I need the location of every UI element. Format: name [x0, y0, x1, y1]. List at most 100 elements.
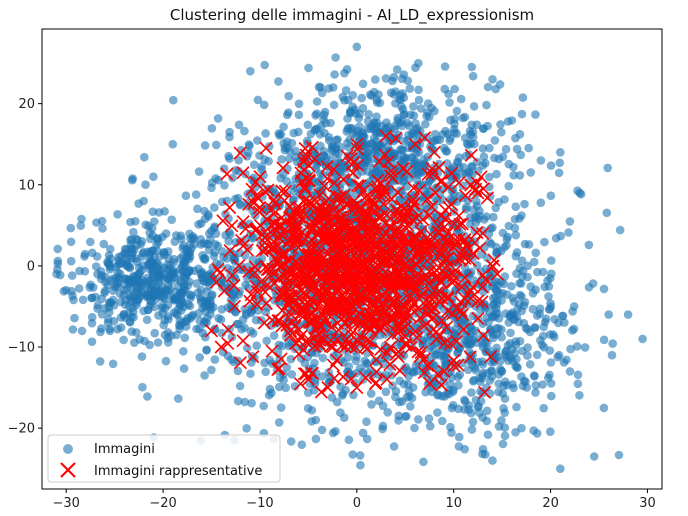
point-image	[526, 168, 536, 177]
point-image	[448, 401, 458, 410]
point-representative	[422, 208, 436, 223]
point-image	[327, 393, 337, 402]
point-image	[206, 310, 215, 319]
point-image	[517, 423, 526, 433]
point-image	[285, 339, 294, 348]
point-representative	[223, 200, 237, 215]
point-image	[176, 295, 186, 305]
point-representative	[204, 324, 219, 338]
point-image	[553, 352, 562, 362]
point-image	[68, 325, 78, 334]
point-image	[240, 323, 249, 333]
y-tick-label: −20	[8, 422, 35, 437]
point-image	[317, 372, 327, 381]
point-representative	[303, 271, 317, 285]
point-image	[359, 152, 369, 161]
point-image	[284, 108, 293, 117]
point-image	[485, 143, 494, 153]
point-representative	[351, 178, 365, 192]
point-image	[499, 381, 509, 391]
point-representative	[243, 294, 257, 308]
point-image	[200, 214, 210, 224]
point-image	[86, 237, 95, 247]
point-representative	[353, 179, 367, 193]
point-image	[433, 408, 442, 417]
point-image	[242, 343, 252, 353]
point-representative	[400, 164, 414, 178]
point-image	[497, 416, 506, 425]
point-representative	[451, 301, 465, 315]
point-representative	[425, 166, 439, 180]
point-image	[407, 153, 416, 162]
point-image	[128, 174, 137, 183]
point-image	[106, 244, 115, 254]
point-image	[305, 379, 315, 389]
point-image	[599, 403, 609, 413]
point-image	[179, 241, 188, 250]
point-image	[404, 121, 414, 131]
point-image	[169, 308, 179, 317]
point-image	[503, 117, 513, 126]
point-representative	[480, 191, 494, 205]
point-image	[411, 361, 421, 371]
point-representative	[292, 206, 306, 220]
point-representative	[223, 244, 237, 258]
point-representative	[383, 220, 397, 234]
point-image	[262, 336, 272, 346]
point-representative	[471, 294, 485, 308]
point-image	[454, 432, 464, 442]
point-representative	[479, 273, 493, 287]
point-image	[146, 257, 156, 266]
point-representative	[420, 248, 434, 262]
point-image	[524, 240, 534, 249]
point-image	[378, 401, 388, 411]
point-image	[528, 304, 538, 314]
point-image	[312, 109, 322, 118]
point-image	[167, 215, 176, 224]
point-representative	[418, 131, 432, 145]
point-image	[139, 196, 148, 206]
point-representative	[490, 267, 504, 281]
point-image	[432, 183, 442, 193]
point-image	[127, 235, 137, 244]
point-representative	[276, 161, 290, 175]
point-image	[240, 126, 249, 136]
point-image	[473, 357, 483, 367]
point-image	[345, 188, 354, 197]
point-representative	[374, 276, 388, 290]
point-image	[316, 141, 325, 151]
point-image	[252, 341, 261, 351]
point-image	[615, 225, 625, 235]
point-image	[66, 237, 76, 247]
point-image	[154, 208, 164, 217]
point-image	[467, 388, 476, 397]
point-image	[108, 359, 118, 369]
point-image	[453, 372, 463, 382]
point-image	[556, 464, 565, 474]
point-image	[177, 288, 186, 298]
point-image	[446, 115, 455, 125]
point-image	[401, 362, 411, 372]
point-image	[608, 339, 617, 348]
point-image	[80, 267, 90, 276]
point-representative	[425, 200, 439, 214]
point-image	[316, 83, 325, 92]
point-representative	[311, 286, 325, 300]
point-representative	[457, 234, 471, 248]
point-representative	[302, 241, 316, 255]
point-image	[531, 388, 540, 397]
point-image	[539, 403, 548, 413]
point-representative	[474, 170, 488, 184]
point-image	[200, 302, 209, 311]
point-image	[364, 109, 373, 119]
point-representative	[214, 340, 228, 354]
point-image	[264, 156, 273, 166]
point-image	[276, 403, 286, 412]
point-representative	[390, 237, 404, 251]
point-representative	[275, 211, 289, 225]
point-representative	[314, 293, 329, 307]
point-image	[331, 53, 340, 62]
point-image	[396, 145, 405, 154]
point-image	[558, 311, 568, 321]
